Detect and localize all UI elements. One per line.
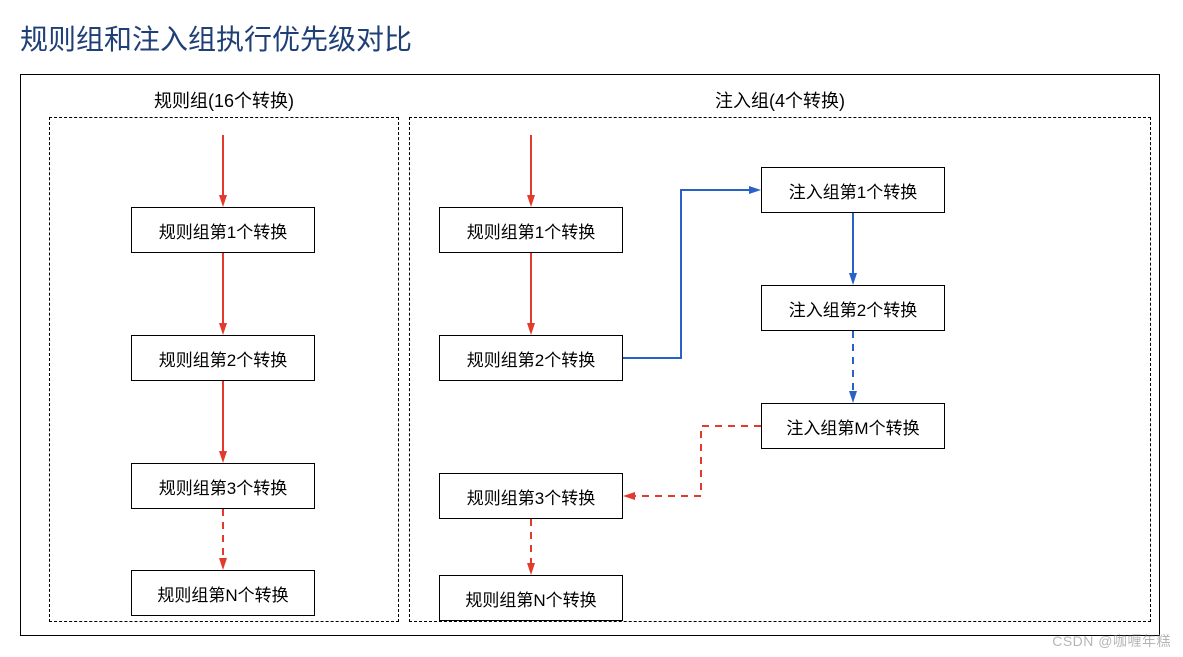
node-label: 注入组第M个转换 bbox=[786, 414, 919, 439]
right-heading: 注入组(4个转换) bbox=[409, 87, 1151, 113]
node-RN: 规则组第N个转换 bbox=[439, 575, 623, 621]
node-IM: 注入组第M个转换 bbox=[761, 403, 945, 449]
node-label: 规则组第2个转换 bbox=[467, 346, 595, 371]
node-L2: 规则组第2个转换 bbox=[131, 335, 315, 381]
node-L1: 规则组第1个转换 bbox=[131, 207, 315, 253]
node-label: 规则组第3个转换 bbox=[467, 484, 595, 509]
page-title: 规则组和注入组执行优先级对比 bbox=[20, 18, 1163, 58]
outer-frame: 规则组(16个转换) 注入组(4个转换) 规则组第1个转换 规则组第2个转换 规… bbox=[20, 74, 1160, 636]
node-LN: 规则组第N个转换 bbox=[131, 570, 315, 616]
node-R1: 规则组第1个转换 bbox=[439, 207, 623, 253]
node-label: 注入组第2个转换 bbox=[789, 296, 917, 321]
node-label: 规则组第2个转换 bbox=[159, 346, 287, 371]
node-label: 注入组第1个转换 bbox=[789, 178, 917, 203]
node-I1: 注入组第1个转换 bbox=[761, 167, 945, 213]
node-label: 规则组第N个转换 bbox=[465, 586, 596, 611]
node-label: 规则组第N个转换 bbox=[157, 581, 288, 606]
node-R3: 规则组第3个转换 bbox=[439, 473, 623, 519]
watermark: CSDN @咖喱年糕 bbox=[1052, 631, 1171, 651]
node-label: 规则组第3个转换 bbox=[159, 474, 287, 499]
node-I2: 注入组第2个转换 bbox=[761, 285, 945, 331]
node-R2: 规则组第2个转换 bbox=[439, 335, 623, 381]
node-label: 规则组第1个转换 bbox=[467, 218, 595, 243]
left-heading: 规则组(16个转换) bbox=[49, 87, 399, 113]
node-L3: 规则组第3个转换 bbox=[131, 463, 315, 509]
node-label: 规则组第1个转换 bbox=[159, 218, 287, 243]
